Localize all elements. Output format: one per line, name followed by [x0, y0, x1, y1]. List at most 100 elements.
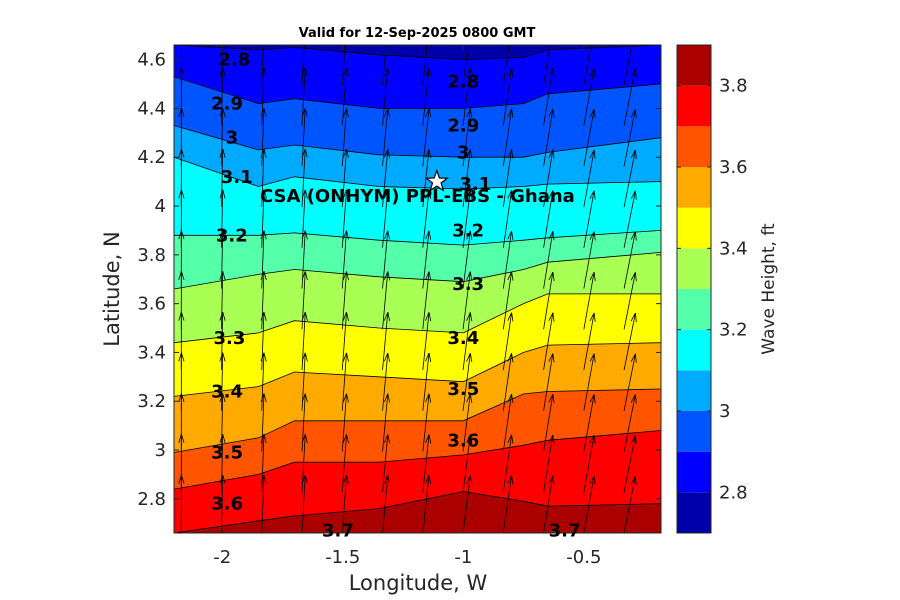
- contour-bands: [174, 45, 661, 533]
- wave-arrow: [583, 231, 596, 289]
- wave-arrow: [462, 312, 473, 371]
- contour-line: [174, 342, 661, 397]
- wave-arrow: [341, 312, 349, 371]
- wave-arrow: [623, 272, 637, 330]
- colorbar-label: Wave Height, ft: [759, 223, 779, 355]
- contour-line: [174, 491, 661, 533]
- colorbar-frame: [676, 44, 712, 534]
- contour-line: [174, 156, 661, 190]
- x-tick-label: -2: [213, 547, 231, 568]
- contour-label: 2.9: [447, 116, 479, 137]
- colorbar-swatch: [677, 492, 711, 533]
- contour-band: [174, 430, 661, 533]
- contour-band: [174, 230, 661, 289]
- wave-arrow: [623, 475, 637, 533]
- wave-arrow: [341, 393, 349, 452]
- plot-frame: [173, 44, 662, 534]
- contour-band: [174, 45, 661, 109]
- wave-arrow: [422, 393, 432, 452]
- wave-arrow: [221, 45, 223, 85]
- wave-arrow: [583, 149, 596, 208]
- contour-line: [174, 230, 661, 246]
- contour-label: 3.4: [211, 381, 243, 402]
- wave-arrow: [382, 67, 391, 126]
- x-axis-label: Longitude, W: [349, 571, 488, 595]
- contour-band: [174, 125, 661, 189]
- wave-arrow: [502, 434, 514, 493]
- wave-arrow: [301, 45, 305, 85]
- wave-arrow: [623, 109, 637, 167]
- contour-label: 3.5: [447, 379, 479, 400]
- contour-label: 3.4: [447, 328, 479, 349]
- wave-arrow: [623, 353, 637, 411]
- contour-line: [174, 293, 661, 344]
- contour-label: 3.2: [452, 220, 484, 241]
- wave-arrow: [502, 190, 514, 248]
- contour-label: 3.7: [322, 521, 354, 542]
- contour-label: 3.3: [452, 274, 484, 295]
- y-tick-label: 4.4: [137, 98, 166, 119]
- wave-arrow: [583, 434, 596, 493]
- wave-arrow: [261, 45, 264, 85]
- wave-arrow: [422, 108, 432, 167]
- wave-arrow: [382, 45, 387, 85]
- wave-arrow: [341, 475, 349, 533]
- colorbar-swatch: [677, 45, 711, 86]
- wave-arrow: [544, 0, 555, 44]
- colorbar: 2.8 3 3.2 3.4 3.6 3.8: [676, 44, 748, 534]
- colorbar-swatch: [677, 411, 711, 452]
- wave-arrow: [180, 45, 182, 85]
- wave-arrow: [422, 352, 432, 411]
- colorbar-swatch: [677, 248, 711, 289]
- wave-arrow: [543, 149, 555, 208]
- wave-arrow: [623, 231, 637, 289]
- wave-arrow: [341, 45, 346, 85]
- wave-arrow: [422, 475, 432, 533]
- wave-arrow: [382, 189, 391, 248]
- x-tick-label: -1.5: [325, 547, 360, 568]
- wave-arrow: [583, 394, 596, 452]
- wave-arrow: [623, 190, 637, 248]
- contour-line: [174, 76, 661, 109]
- wave-arrow: [502, 271, 514, 330]
- wave-arrow: [422, 434, 432, 493]
- wave-arrow: [543, 271, 555, 330]
- contour-band: [174, 76, 661, 158]
- wave-arrow: [220, 0, 225, 44]
- y-tick-label: 4: [155, 196, 166, 217]
- contour-label: 3.1: [221, 167, 253, 188]
- wave-arrow: [583, 68, 596, 126]
- wave-arrow: [341, 189, 349, 248]
- colorbar-tick-label: 3.6: [719, 157, 748, 178]
- wave-arrow: [341, 230, 349, 289]
- wave-arrow: [422, 312, 432, 371]
- wave-arrow: [341, 434, 349, 493]
- wave-arrow: [543, 68, 555, 126]
- colorbar-swatch: [677, 451, 711, 493]
- contour-line: [174, 430, 661, 490]
- wave-arrow: [462, 271, 473, 330]
- site-label: CSA (ONHYM) PPL-EBS - Ghana: [260, 186, 575, 207]
- contour-band: [174, 293, 661, 397]
- contour-band: [174, 342, 661, 453]
- contour-labels: 2.8 2.9 3 3.1 3.2 3.3 3.4 3.5 3.6 3.7 2.8 2.9 3 3.1 3.…: [211, 50, 580, 542]
- contour-band: [174, 252, 661, 343]
- wave-arrow: [543, 108, 555, 167]
- contour-label: 3.6: [447, 430, 479, 451]
- wave-arrow: [583, 109, 596, 167]
- contour-label: 3: [226, 128, 239, 149]
- contour-line: [174, 45, 661, 61]
- wave-arrow: [502, 230, 514, 289]
- wave-arrow: [502, 45, 510, 85]
- wave-arrow: [261, 0, 266, 44]
- site-marker-group: CSA (ONHYM) PPL-EBS - Ghana: [260, 168, 575, 207]
- contour-band: [174, 491, 661, 533]
- wave-arrow: [502, 353, 514, 411]
- wave-arrow: [502, 67, 514, 126]
- contour-label: 2.9: [211, 94, 243, 115]
- wave-arrow: [583, 353, 596, 411]
- wave-arrow: [583, 190, 596, 248]
- wave-arrow: [462, 475, 473, 533]
- colorbar-swatch: [677, 126, 711, 167]
